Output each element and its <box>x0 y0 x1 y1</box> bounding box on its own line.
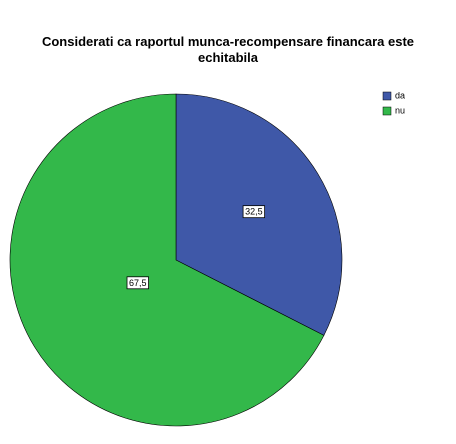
data-label-box <box>242 205 266 219</box>
legend-swatch <box>382 106 392 116</box>
legend-label: da <box>395 90 405 100</box>
data-label: 32,5 <box>245 207 263 217</box>
chart-title: Considerati ca raportul munca-recompensa… <box>41 34 415 65</box>
data-label-box <box>126 276 149 290</box>
data-label: 67,5 <box>129 278 147 288</box>
legend-swatch <box>382 91 392 101</box>
legend-label: nu <box>395 105 405 115</box>
pie-slice <box>9 93 325 427</box>
